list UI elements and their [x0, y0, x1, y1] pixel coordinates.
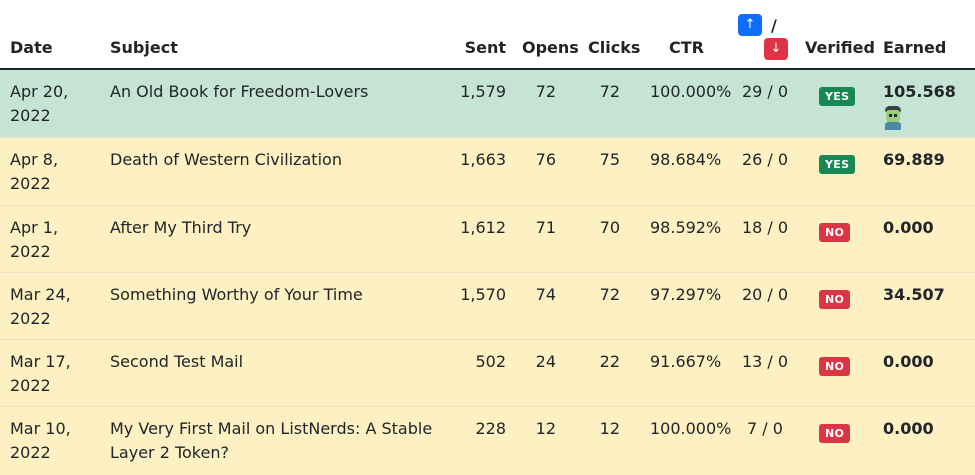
- row-verified: NO: [819, 286, 851, 310]
- row-opens: 74: [535, 285, 556, 304]
- row-sent: 228: [475, 419, 506, 438]
- row-date: Mar 10, 2022: [10, 419, 71, 462]
- row-verified: YES: [819, 151, 856, 175]
- table-row[interactable]: Apr 8, 2022 Death of Western Civilizatio…: [0, 138, 975, 206]
- row-verified: NO: [819, 219, 851, 243]
- row-clicks: 72: [599, 82, 620, 101]
- row-subject[interactable]: An Old Book for Freedom-Lovers: [110, 82, 369, 101]
- row-ctr: 98.684%: [650, 150, 722, 169]
- row-votes: 26 / 0: [741, 150, 789, 169]
- header-sent[interactable]: Sent: [464, 38, 506, 57]
- row-verified: YES: [819, 83, 856, 107]
- row-ctr: 97.297%: [650, 285, 722, 304]
- row-sent: 1,579: [460, 82, 506, 101]
- row-votes: 20 / 0: [741, 285, 789, 304]
- table-row[interactable]: Mar 10, 2022 My Very First Mail on ListN…: [0, 407, 975, 475]
- table-header: Date Subject Sent Opens Clicks CTR ↑ / ↓…: [0, 0, 975, 70]
- row-clicks: 72: [599, 285, 620, 304]
- earned-value: 105.568: [883, 82, 956, 101]
- row-opens: 72: [535, 82, 556, 101]
- header-clicks[interactable]: Clicks: [588, 38, 641, 57]
- row-date: Mar 17, 2022: [10, 352, 71, 395]
- row-clicks: 70: [599, 218, 620, 237]
- row-votes: 29 / 0: [741, 82, 789, 101]
- row-sent: 1,663: [460, 150, 506, 169]
- row-ctr: 100.000%: [650, 419, 732, 438]
- row-votes: 13 / 0: [741, 352, 789, 371]
- row-earned: 105.568: [883, 80, 956, 130]
- verified-badge: NO: [819, 223, 851, 242]
- header-subject[interactable]: Subject: [110, 38, 178, 57]
- table-row[interactable]: Mar 24, 2022 Something Worthy of Your Ti…: [0, 273, 975, 340]
- row-earned: 0.000: [883, 352, 934, 371]
- row-clicks: 22: [599, 352, 620, 371]
- header-verified[interactable]: Verified: [805, 38, 875, 57]
- row-earned: 69.889: [883, 150, 945, 169]
- row-sent: 502: [475, 352, 506, 371]
- row-earned: 0.000: [883, 419, 934, 438]
- row-votes: 18 / 0: [741, 218, 789, 237]
- row-verified: NO: [819, 353, 851, 377]
- row-earned: 34.507: [883, 285, 945, 304]
- row-date: Apr 1, 2022: [10, 218, 59, 261]
- row-opens: 24: [535, 352, 556, 371]
- zombie-icon: [883, 106, 903, 130]
- header-ctr[interactable]: CTR: [669, 38, 704, 57]
- row-subject[interactable]: My Very First Mail on ListNerds: A Stabl…: [110, 419, 433, 462]
- header-earned[interactable]: Earned: [883, 38, 947, 57]
- verified-badge: NO: [819, 424, 851, 443]
- row-clicks: 12: [599, 419, 620, 438]
- row-sent: 1,612: [460, 218, 506, 237]
- row-votes: 7 / 0: [747, 419, 783, 438]
- row-earned: 0.000: [883, 218, 934, 237]
- verified-badge: YES: [819, 155, 856, 174]
- row-subject[interactable]: After My Third Try: [110, 218, 252, 237]
- row-verified: NO: [819, 420, 851, 444]
- row-sent: 1,570: [460, 285, 506, 304]
- verified-badge: NO: [819, 290, 851, 309]
- row-opens: 71: [535, 218, 556, 237]
- row-date: Apr 20, 2022: [10, 82, 69, 125]
- row-clicks: 75: [599, 150, 620, 169]
- row-subject[interactable]: Second Test Mail: [110, 352, 244, 371]
- vote-up-icon[interactable]: ↑: [738, 14, 762, 36]
- row-opens: 76: [535, 150, 556, 169]
- verified-badge: NO: [819, 357, 851, 376]
- row-date: Apr 8, 2022: [10, 150, 59, 193]
- row-date: Mar 24, 2022: [10, 285, 71, 328]
- verified-badge: YES: [819, 87, 856, 106]
- row-ctr: 91.667%: [650, 352, 722, 371]
- table-row[interactable]: Apr 1, 2022 After My Third Try 1,612 71 …: [0, 206, 975, 273]
- row-opens: 12: [535, 419, 556, 438]
- vote-down-icon[interactable]: ↓: [764, 38, 788, 60]
- row-subject[interactable]: Something Worthy of Your Time: [110, 285, 363, 304]
- header-date[interactable]: Date: [10, 38, 53, 57]
- header-opens[interactable]: Opens: [522, 38, 579, 57]
- header-votes: ↑ / ↓: [738, 14, 790, 60]
- row-ctr: 100.000%: [650, 82, 732, 101]
- row-ctr: 98.592%: [650, 218, 722, 237]
- table-row[interactable]: Apr 20, 2022 An Old Book for Freedom-Lov…: [0, 70, 975, 138]
- vote-separator: /: [771, 16, 777, 35]
- table-row[interactable]: Mar 17, 2022 Second Test Mail 502 24 22 …: [0, 340, 975, 407]
- row-subject[interactable]: Death of Western Civilization: [110, 150, 342, 169]
